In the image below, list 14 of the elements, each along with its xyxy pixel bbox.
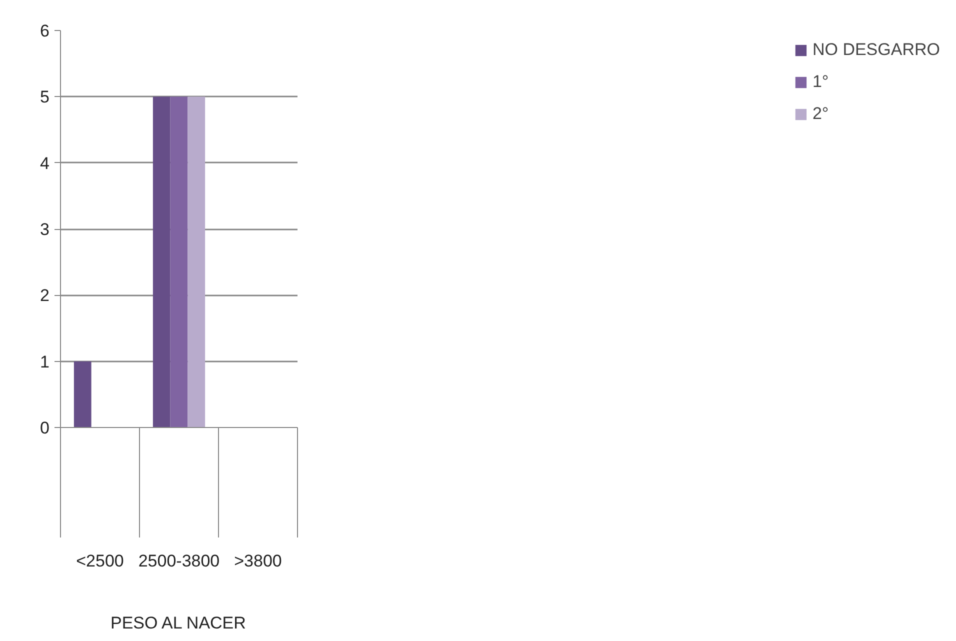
y-tick-label: 4	[40, 154, 50, 173]
x-tick-label: >3800	[234, 552, 282, 570]
legend-label: 1°	[812, 72, 830, 92]
y-tick-label: 0	[40, 418, 50, 438]
legend-label: NO DESGARRO	[812, 40, 940, 60]
y-tick-label: 3	[40, 220, 50, 239]
y-tick-label: 5	[40, 88, 50, 107]
y-tick-label: 2	[40, 286, 50, 306]
legend-label: 2°	[812, 104, 830, 124]
x-tick-label: <2500	[76, 552, 124, 570]
y-tick-label: 6	[40, 22, 50, 40]
x-tick-label: 2500-3800	[138, 552, 220, 570]
y-tick-label: 1	[40, 352, 50, 372]
x-axis-title: PESO AL NACER	[110, 614, 246, 632]
